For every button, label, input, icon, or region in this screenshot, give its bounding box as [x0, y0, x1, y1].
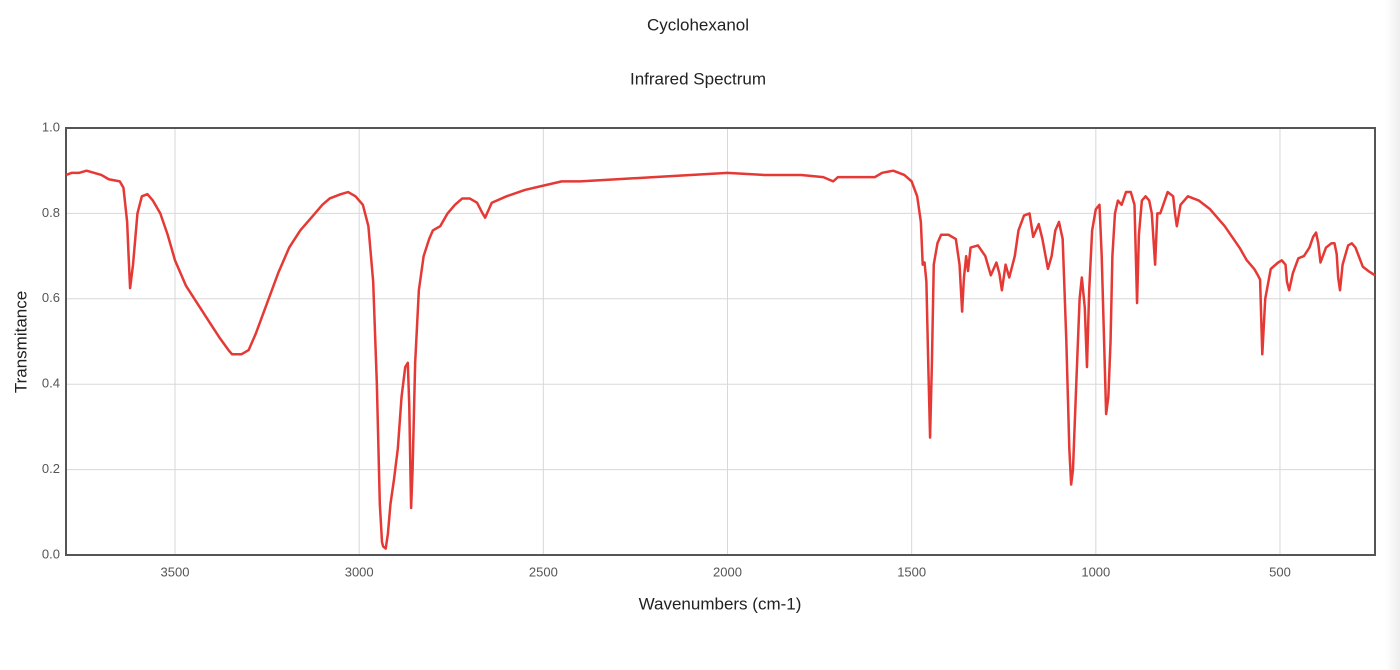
y-tick-label: 0.4: [42, 376, 60, 391]
chart-subtitle: Infrared Spectrum: [630, 69, 766, 88]
x-tick-label: 3500: [161, 564, 190, 579]
chart-title: Cyclohexanol: [647, 15, 749, 34]
y-tick-label: 0.0: [42, 546, 60, 561]
y-tick-label: 1.0: [42, 119, 60, 134]
x-tick-label: 500: [1269, 564, 1291, 579]
x-axis-title: Wavenumbers (cm-1): [639, 594, 802, 613]
window-edge: [1386, 0, 1400, 670]
x-tick-label: 3000: [345, 564, 374, 579]
x-tick-label: 1500: [897, 564, 926, 579]
y-axis-title: Transmitance: [11, 291, 30, 393]
x-tick-label: 1000: [1081, 564, 1110, 579]
x-tick-label: 2500: [529, 564, 558, 579]
y-tick-label: 0.8: [42, 205, 60, 220]
x-tick-label: 2000: [713, 564, 742, 579]
spectrum-line: [65, 169, 1376, 550]
plot-frame: [65, 127, 1376, 556]
y-tick-label: 0.2: [42, 461, 60, 476]
y-tick-label: 0.6: [42, 290, 60, 305]
